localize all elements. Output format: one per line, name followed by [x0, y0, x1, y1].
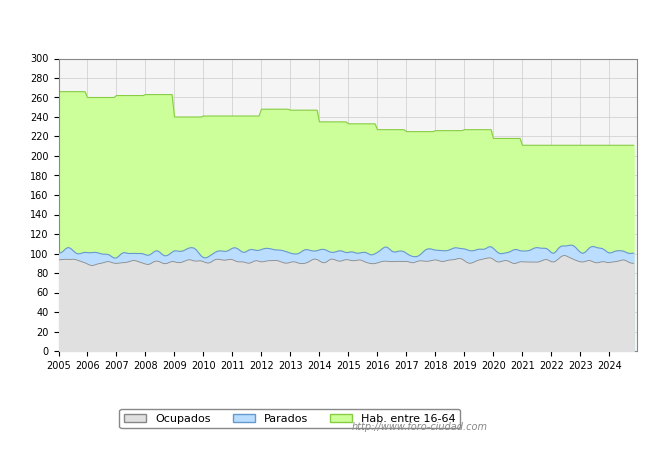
Text: http://www.foro-ciudad.com: http://www.foro-ciudad.com	[352, 422, 488, 432]
Text: Arabayona de Mógica - Evolucion de la poblacion en edad de Trabajar Noviembre de: Arabayona de Mógica - Evolucion de la po…	[58, 21, 592, 33]
Legend: Ocupados, Parados, Hab. entre 16-64: Ocupados, Parados, Hab. entre 16-64	[120, 409, 460, 428]
